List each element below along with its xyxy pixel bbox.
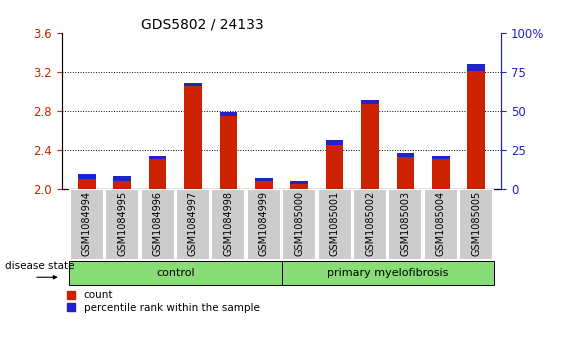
Text: GSM1084994: GSM1084994 [82,191,92,256]
Text: disease state: disease state [5,261,74,272]
Bar [149,159,167,189]
Bar [113,181,131,189]
Text: GDS5802 / 24133: GDS5802 / 24133 [141,17,263,32]
Bar [291,182,308,184]
FancyBboxPatch shape [211,189,245,260]
Bar [220,115,237,189]
FancyBboxPatch shape [459,189,493,260]
Text: GSM1085001: GSM1085001 [329,191,339,256]
FancyBboxPatch shape [105,189,139,260]
Text: GSM1085004: GSM1085004 [436,191,446,256]
Text: GSM1084995: GSM1084995 [117,191,127,256]
Text: GSM1084997: GSM1084997 [188,191,198,256]
Bar [467,64,485,71]
Bar [326,140,343,145]
Bar [467,71,485,189]
Bar [255,181,272,189]
Bar [396,153,414,156]
Text: control: control [156,268,195,278]
Text: primary myelofibrosis: primary myelofibrosis [327,268,449,278]
Text: GSM1085003: GSM1085003 [400,191,410,256]
FancyBboxPatch shape [141,189,175,260]
Legend: count, percentile rank within the sample: count, percentile rank within the sample [67,290,260,313]
Bar [361,100,379,104]
Bar [361,104,379,189]
Text: GSM1085005: GSM1085005 [471,191,481,256]
Text: GSM1085002: GSM1085002 [365,191,375,256]
Bar [396,156,414,189]
FancyBboxPatch shape [282,261,494,285]
FancyBboxPatch shape [69,261,282,285]
Bar [184,83,202,86]
FancyBboxPatch shape [318,189,352,260]
Bar [113,176,131,181]
FancyBboxPatch shape [388,189,422,260]
FancyBboxPatch shape [353,189,387,260]
Bar [432,159,450,189]
Text: GSM1084996: GSM1084996 [153,191,163,256]
Bar [78,179,96,189]
Bar [220,112,237,115]
Bar [149,156,167,159]
Bar [326,145,343,189]
Text: GSM1084999: GSM1084999 [259,191,269,256]
Bar [255,178,272,181]
Bar [184,86,202,189]
FancyBboxPatch shape [176,189,210,260]
Text: GSM1084998: GSM1084998 [224,191,234,256]
FancyBboxPatch shape [282,189,316,260]
FancyBboxPatch shape [247,189,281,260]
FancyBboxPatch shape [70,189,104,260]
Bar [78,174,96,179]
FancyBboxPatch shape [424,189,458,260]
Bar [291,184,308,189]
Bar [432,156,450,159]
Text: GSM1085000: GSM1085000 [294,191,304,256]
